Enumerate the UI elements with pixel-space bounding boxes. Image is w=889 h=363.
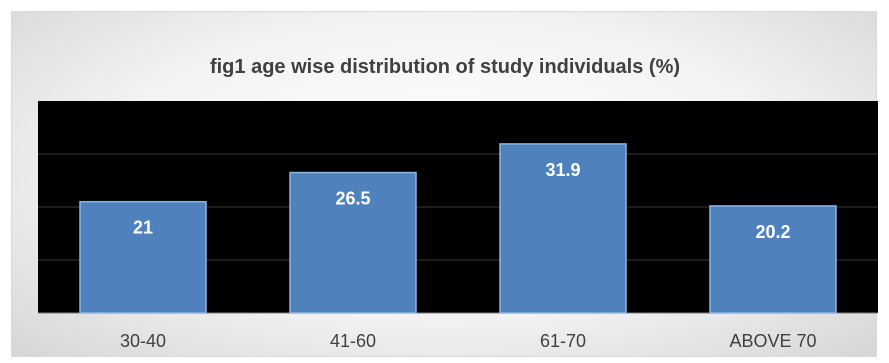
bar-chart: 21 30-40 26.5 41-60 31.9 61-70 20.2 ABOVE 70 [38, 101, 878, 351]
bar-61-70 [499, 143, 627, 314]
x-tick-label: 30-40 [120, 331, 166, 351]
bar-41-60 [289, 171, 417, 314]
x-tick-label: 41-60 [330, 331, 376, 351]
bar-above-70 [709, 205, 837, 314]
data-label: 20.2 [755, 222, 790, 242]
data-label: 31.9 [545, 160, 580, 180]
bar-30-40 [79, 200, 207, 314]
data-label: 26.5 [335, 189, 370, 209]
chart-title: fig1 age wise distribution of study indi… [209, 56, 681, 78]
x-tick-label: ABOVE 70 [729, 331, 816, 351]
x-tick-label: 61-70 [540, 331, 586, 351]
data-label: 21 [133, 218, 153, 238]
chart-container: fig1 age wise distribution of study indi… [11, 11, 878, 357]
